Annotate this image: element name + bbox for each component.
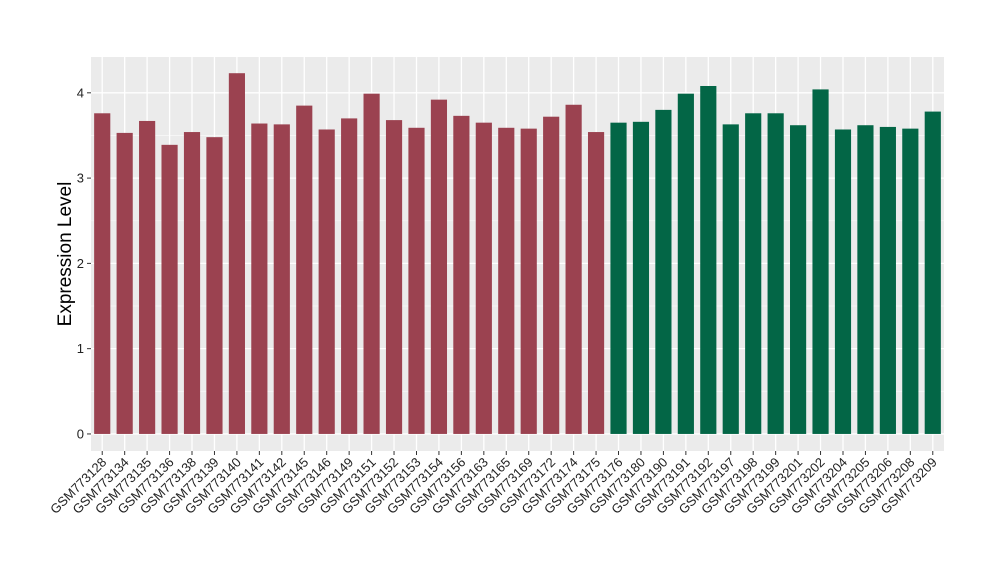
bar [430,99,448,434]
bar [408,127,425,434]
y-tick-label: 2 [77,256,84,271]
bar [587,132,605,434]
bar [812,89,829,434]
bar [385,120,403,434]
bar [543,116,560,434]
bars [94,73,941,434]
bar [722,124,739,434]
y-tick-label: 1 [77,341,84,356]
x-axis: GSM773128GSM773134GSM773135GSM773136GSM7… [47,451,940,517]
bar [206,137,223,434]
bar [183,132,201,434]
bar [677,93,694,434]
bar [296,105,313,434]
y-axis-title: Expression Level [55,182,76,327]
bar [700,85,717,434]
bar [363,93,380,434]
bar [273,124,290,434]
bar [834,129,852,434]
bar [857,125,874,434]
bar [453,115,470,434]
bar [610,122,627,434]
bar [879,126,896,434]
y-axis: 0 1 2 3 4 [77,85,91,441]
bar [902,128,919,434]
bar [228,73,245,434]
y-tick-label: 3 [77,171,84,186]
bar [139,120,156,434]
bar [767,113,784,434]
bar [475,122,492,434]
bar [790,125,807,434]
bar [251,123,268,434]
bar [116,132,133,434]
bar [161,144,178,434]
bar [318,129,335,434]
y-tick-label: 4 [77,85,84,100]
bar [498,127,515,434]
y-tick-label: 0 [77,426,84,441]
bar [924,111,941,434]
bar [745,113,762,434]
bar [94,113,111,434]
bar [520,128,537,434]
bar [565,104,582,434]
bar [632,121,650,434]
bar [341,118,358,434]
bar [655,109,672,434]
